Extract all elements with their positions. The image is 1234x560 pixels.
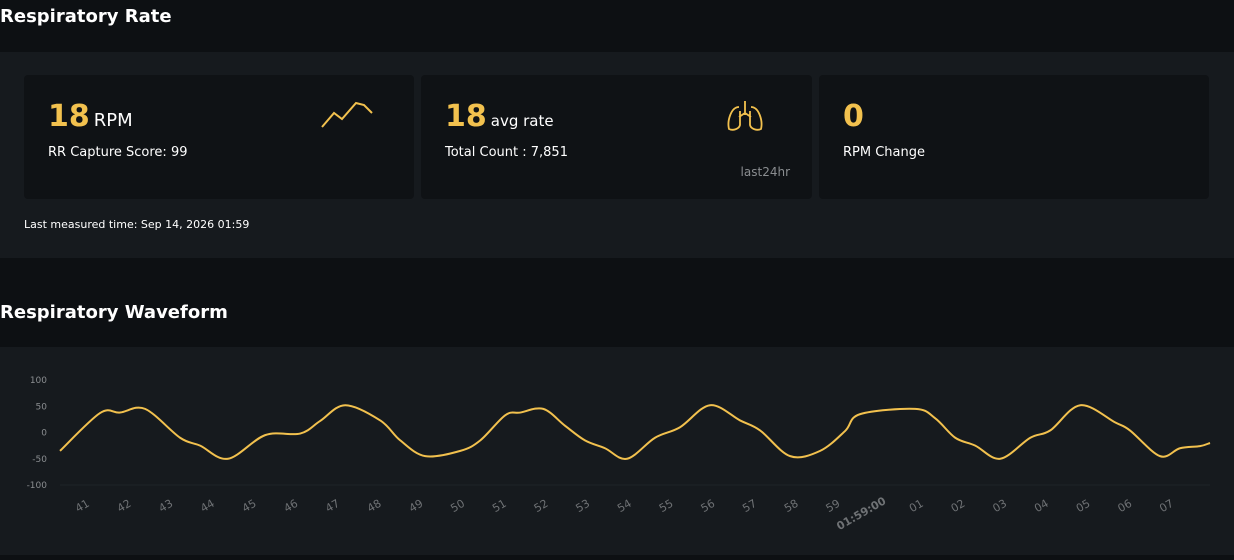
x-tick-label: 43: [157, 497, 176, 515]
x-tick-label: 44: [198, 497, 217, 515]
x-tick-label: 56: [699, 497, 718, 515]
x-tick-label: 04: [1032, 497, 1051, 515]
card-value: 0: [843, 99, 864, 134]
card: 0 RPM Change: [819, 75, 1209, 199]
last-measured: Last measured time: Sep 14, 2026 01:59: [24, 218, 250, 231]
x-tick-label: 54: [615, 497, 634, 515]
x-tick-label: 50: [448, 497, 467, 515]
card: 18 RPM RR Capture Score: 99: [24, 75, 414, 199]
x-tick-label: 02: [949, 497, 968, 515]
card-value: 18 RPM: [48, 99, 133, 134]
y-tick-label: -100: [27, 481, 48, 491]
x-tick-label: 49: [407, 497, 426, 515]
x-tick-label: 59: [824, 497, 843, 515]
section-title: Respiratory Rate: [0, 6, 172, 27]
x-tick-label: 53: [573, 497, 592, 515]
card: 18 avg rate Total Count : 7,851 last24hr: [421, 75, 812, 199]
y-tick-label: -50: [32, 455, 47, 465]
x-tick-label: 46: [282, 497, 301, 515]
y-tick-label: 50: [36, 402, 48, 412]
card-note: last24hr: [740, 165, 790, 179]
x-tick-label: 57: [740, 497, 759, 515]
x-tick-label: 05: [1074, 497, 1093, 515]
value: 18: [445, 99, 487, 134]
x-tick-label: 48: [365, 497, 384, 515]
x-tick-label: 55: [657, 497, 676, 515]
x-tick-label: 01:59:00: [834, 494, 888, 533]
x-tick-label: 06: [1116, 497, 1135, 515]
x-tick-label: 07: [1157, 497, 1176, 515]
value: 18: [48, 99, 90, 134]
x-tick-label: 45: [240, 497, 259, 515]
unit: RPM: [93, 110, 133, 131]
x-tick-label: 42: [115, 497, 134, 515]
rate-panel: 18 RPM RR Capture Score: 99 18 avg rate To…: [0, 52, 1234, 258]
x-tick-label: 58: [782, 497, 801, 515]
chart-title: Respiratory Waveform: [0, 302, 228, 323]
card-subtitle: RPM Change: [843, 145, 925, 160]
card-subtitle: RR Capture Score: 99: [48, 145, 188, 160]
x-tick-label: 41: [73, 497, 92, 515]
x-tick-label: 03: [990, 497, 1009, 515]
x-tick-label: 52: [532, 497, 551, 515]
x-tick-label: 01: [907, 497, 926, 515]
x-tick-label: 47: [323, 497, 342, 515]
card-subtitle: Total Count : 7,851: [445, 145, 568, 160]
unit: avg rate: [490, 112, 554, 130]
card-value: 18 avg rate: [445, 99, 554, 134]
lungs-icon: [727, 101, 763, 131]
y-tick-label: 100: [30, 376, 47, 386]
y-tick-label: 0: [41, 429, 47, 439]
x-tick-label: 51: [490, 497, 509, 515]
waveform-line: [59, 404, 1211, 460]
trend-icon: [321, 101, 373, 128]
chart-panel: -100 -50 0 50 100 41 42 43 44 45 46 47 48 49 50 51 52 53 5…: [0, 347, 1234, 555]
value: 0: [843, 99, 864, 134]
